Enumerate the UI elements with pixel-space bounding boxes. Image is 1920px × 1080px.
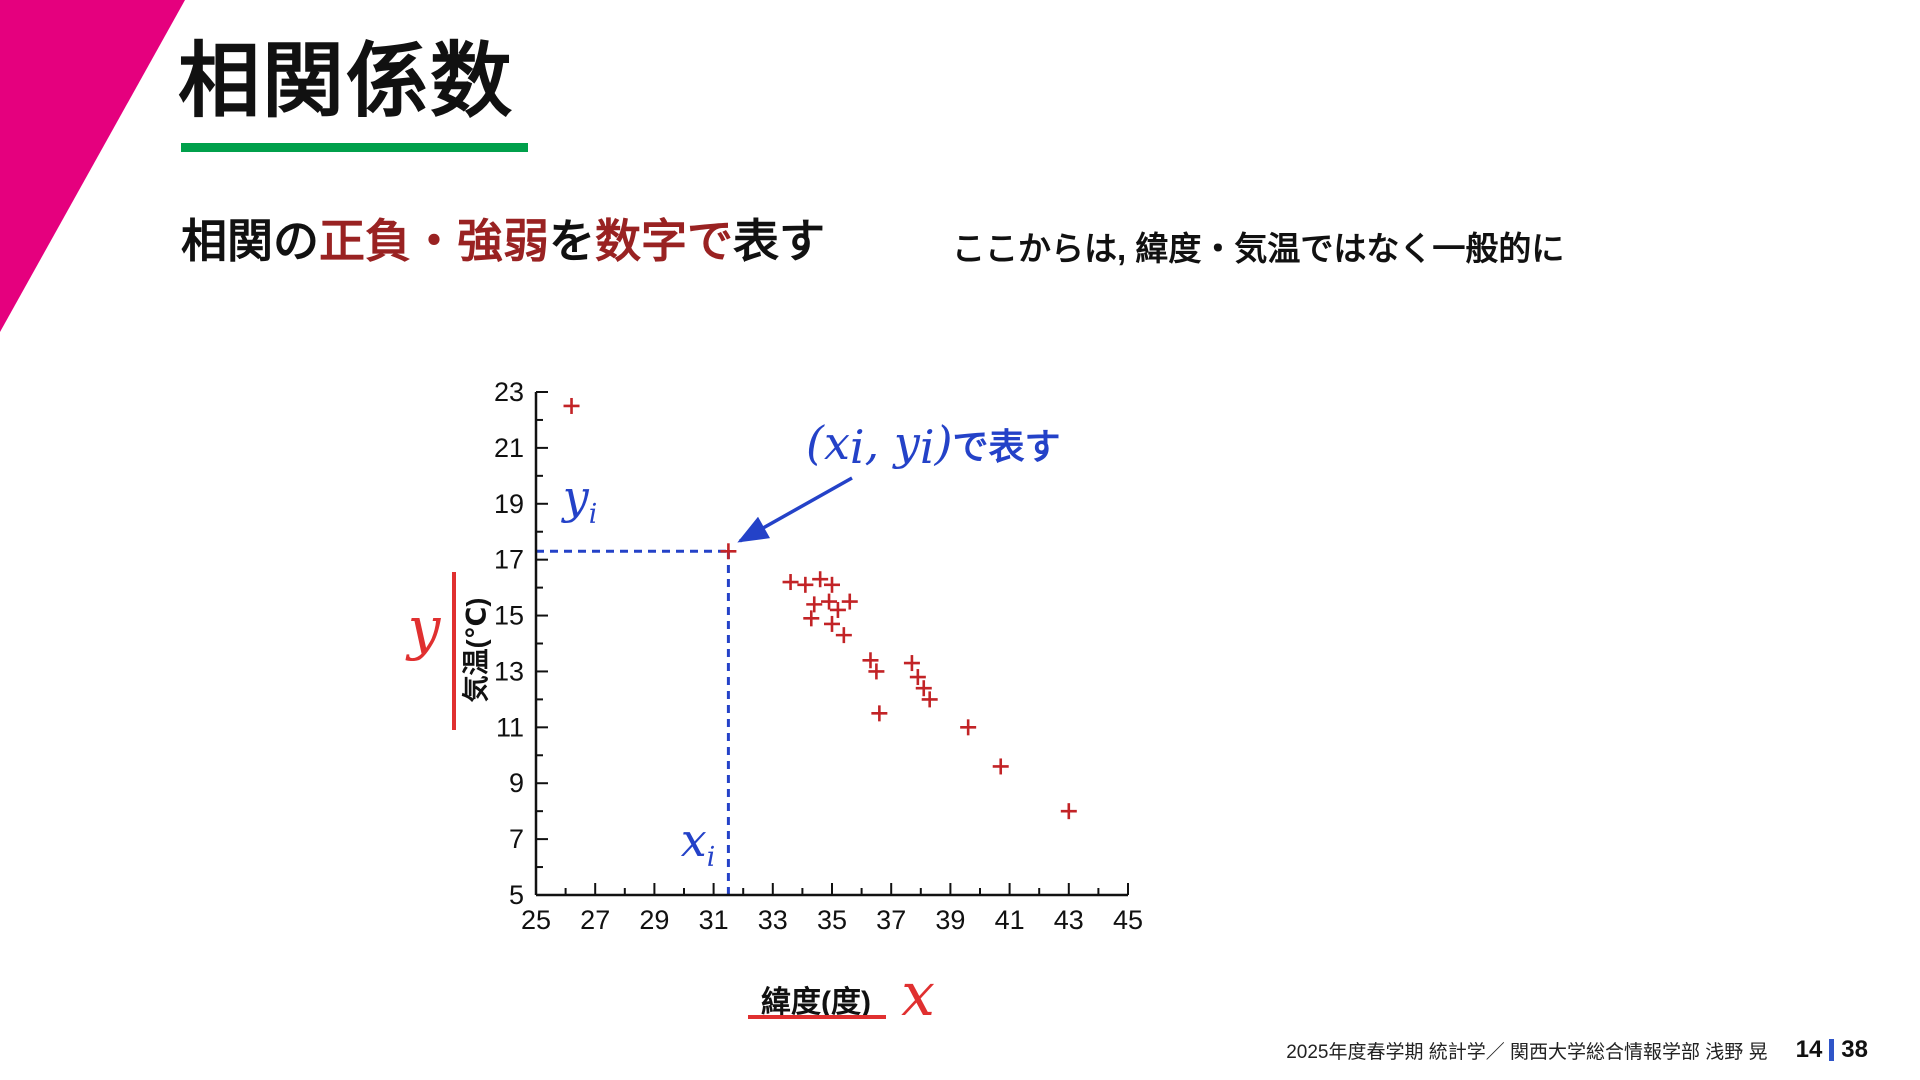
point-notation-annotation: (xi, yi)で表す (806, 416, 1061, 475)
svg-text:41: 41 (995, 905, 1025, 935)
x-axis-label: 緯度(度) (761, 986, 871, 1019)
svg-text:29: 29 (639, 905, 669, 935)
scatter-plot: 25 27 29 31 33 35 37 39 41 43 45 5 7 9 11 13 15 17 19 21 23 (494, 377, 1143, 935)
heading-part-emphasis: 正負・強弱 (319, 215, 549, 267)
y-axis-label-underline (452, 572, 456, 730)
page-current: 14 (1795, 1036, 1823, 1063)
heading-part-emphasis: 数字で (595, 215, 733, 267)
svg-text:17: 17 (494, 545, 524, 575)
y-variable-letter: y (407, 594, 441, 662)
svg-text:19: 19 (494, 489, 524, 519)
corner-accent-shape (0, 0, 185, 332)
page-title: 相関係数 (178, 36, 515, 127)
svg-text:33: 33 (758, 905, 788, 935)
svg-text:45: 45 (1113, 905, 1143, 935)
svg-text:15: 15 (494, 601, 524, 631)
side-note: ここからは, 緯度・気温ではなく一般的に (952, 230, 1565, 267)
svg-text:5: 5 (509, 880, 524, 910)
svg-text:25: 25 (521, 905, 551, 935)
svg-text:11: 11 (496, 712, 524, 742)
svg-text:23: 23 (494, 377, 524, 407)
svg-text:31: 31 (699, 905, 729, 935)
svg-text:43: 43 (1054, 905, 1084, 935)
yi-guide-label: yi (562, 469, 598, 531)
heading: 相関の正負・強弱を数字で表す (181, 205, 825, 271)
svg-text:9: 9 (509, 768, 524, 798)
xi-guide-label: xi (680, 812, 716, 874)
footer: 2025年度春学期 統計学／ 関西大学総合情報学部 浅野 晃 14 38 (1286, 1036, 1868, 1064)
page-total: 38 (1841, 1036, 1868, 1063)
svg-text:21: 21 (494, 433, 524, 463)
page-number: 14 38 (1796, 1036, 1868, 1064)
y-axis-label: 気温(℃) (461, 597, 492, 703)
svg-text:7: 7 (509, 824, 524, 854)
heading-part: 相関の (181, 215, 319, 267)
svg-text:39: 39 (935, 905, 965, 935)
x-axis-label-underline (748, 1015, 886, 1019)
heading-part: 表す (733, 215, 825, 267)
svg-text:37: 37 (876, 905, 906, 935)
title-underline (181, 143, 528, 152)
svg-text:35: 35 (817, 905, 847, 935)
page-separator-bar (1829, 1039, 1835, 1061)
footer-credit: 2025年度春学期 統計学／ 関西大学総合情報学部 浅野 晃 (1286, 1041, 1768, 1063)
svg-text:13: 13 (494, 656, 524, 686)
x-variable-letter: x (901, 960, 935, 1030)
svg-text:27: 27 (580, 905, 610, 935)
heading-part: を (549, 215, 595, 267)
